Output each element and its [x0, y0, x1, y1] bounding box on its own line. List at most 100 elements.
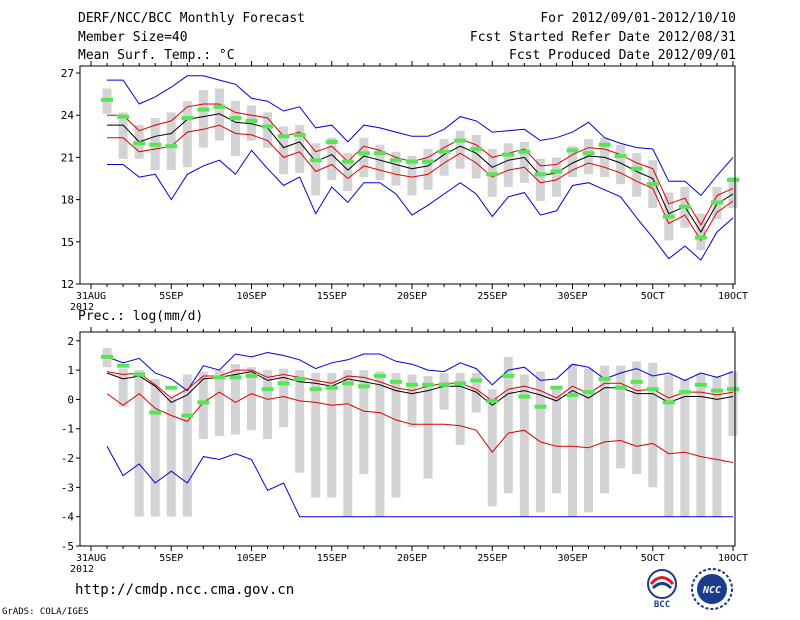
- temp-box-day-11: [263, 112, 273, 148]
- header-variable: Mean Surf. Temp.: °C: [78, 48, 235, 63]
- temp-line-lower-spread: [107, 124, 734, 242]
- prec-box-day-38: [696, 373, 706, 517]
- prec-box-day-37: [680, 378, 690, 517]
- temp-box-day-18: [375, 144, 385, 180]
- temp-observed-day-36: [662, 214, 675, 219]
- prec-box-day-4: [150, 378, 160, 517]
- temp-observed-day-28: [534, 172, 547, 177]
- temp-observed-day-30: [566, 148, 579, 153]
- temp-ytick-label: 21: [61, 151, 74, 164]
- temp-xtick-label: 10SEP: [236, 291, 266, 302]
- prec-ytick-label: -5: [61, 540, 74, 553]
- prec-line-upper-spread: [106, 369, 734, 402]
- temp-observed-day-33: [614, 154, 627, 159]
- prec-box-day-20: [407, 374, 417, 428]
- temp-observed-day-37: [678, 204, 691, 209]
- temp-box-day-14: [311, 143, 321, 196]
- temp-observed-day-4: [149, 142, 162, 147]
- prec-line-max: [106, 351, 734, 392]
- prec-observed-day-15: [325, 385, 338, 390]
- temp-box-day-8: [214, 88, 224, 141]
- prec-xtick-label: 20SEP: [397, 553, 427, 564]
- temp-box-day-33: [616, 144, 626, 185]
- temp-xtick-label: 5OCT: [641, 291, 665, 302]
- header-produced-date: Fcst Produced Date 2012/09/01: [509, 48, 736, 63]
- temp-box-day-28: [535, 158, 545, 202]
- prec-observed-day-5: [165, 385, 178, 390]
- temp-observed-day-5: [165, 144, 178, 149]
- prec-xtick-label: 2012: [70, 564, 94, 575]
- prec-ytick-label: -1: [61, 423, 74, 436]
- temp-observed-day-1: [101, 97, 114, 102]
- prec-observed-day-8: [213, 375, 226, 380]
- prec-box-day-11: [263, 370, 273, 439]
- prec-observed-day-25: [486, 398, 499, 403]
- prec-box-day-23: [455, 373, 465, 445]
- prec-observed-day-39: [710, 388, 723, 393]
- prec-box-day-30: [568, 364, 577, 517]
- prec-box-day-8: [214, 370, 224, 437]
- temp-box-day-2: [118, 112, 128, 159]
- prec-observed-day-26: [502, 373, 515, 378]
- footer-url[interactable]: http://cmdp.ncc.cma.gov.cn: [75, 582, 295, 598]
- prec-observed-day-32: [598, 376, 611, 381]
- temp-observed-day-27: [518, 149, 531, 154]
- prec-xtick-label: 5OCT: [641, 553, 665, 564]
- temp-box-day-34: [632, 153, 642, 197]
- temp-box-day-31: [584, 139, 594, 175]
- temp-xtick-label: 31AUG: [76, 291, 106, 302]
- prec-observed-day-37: [678, 390, 691, 395]
- temp-observed-day-16: [341, 159, 354, 164]
- prec-observed-day-13: [293, 376, 306, 381]
- prec-observed-day-6: [181, 413, 194, 418]
- prec-observed-day-17: [357, 384, 370, 389]
- temp-line-min: [107, 149, 734, 261]
- prec-line-mean: [106, 371, 734, 406]
- temp-observed-day-39: [710, 200, 723, 205]
- prec-box-day-36: [664, 374, 674, 517]
- prec-box-day-6: [182, 374, 192, 517]
- temp-observed-day-32: [598, 142, 611, 147]
- prec-box-day-31: [584, 368, 594, 513]
- prec-box-day-26: [503, 356, 513, 494]
- prec-xtick-label: 15SEP: [317, 553, 347, 564]
- prec-xtick-label: 5SEP: [159, 553, 183, 564]
- temp-xtick-label: 5SEP: [159, 291, 183, 302]
- prec-box-day-40: [728, 371, 738, 437]
- prec-line-lower-spread: [106, 391, 734, 463]
- prec-observed-day-2: [117, 363, 130, 368]
- prec-box-day-5: [166, 397, 176, 517]
- temp-xtick-label: 15SEP: [317, 291, 347, 302]
- temp-xtick-label: 2012: [70, 302, 94, 310]
- temp-observed-day-38: [694, 235, 707, 240]
- prec-observed-day-34: [630, 379, 643, 384]
- temp-box-day-13: [295, 125, 305, 173]
- prec-box-day-10: [247, 367, 256, 431]
- prec-xtick-label: 30SEP: [557, 553, 587, 564]
- prec-observed-day-19: [389, 379, 402, 384]
- temp-observed-day-11: [261, 124, 274, 129]
- temp-box-day-24: [471, 134, 481, 179]
- prec-line-min: [106, 446, 733, 518]
- temp-box-day-9: [230, 101, 240, 157]
- prec-xtick-label: 31AUG: [76, 553, 106, 564]
- prec-observed-day-18: [373, 373, 386, 378]
- temp-xtick-label: 20SEP: [397, 291, 427, 302]
- prec-observed-day-1: [101, 354, 114, 359]
- prec-box-day-34: [632, 361, 642, 475]
- prec-observed-day-28: [534, 404, 547, 409]
- prec-box-day-7: [198, 371, 208, 439]
- temp-line-max: [107, 75, 734, 197]
- temp-box-day-22: [439, 139, 449, 176]
- temp-ytick-label: 27: [61, 67, 74, 80]
- temp-observed-day-19: [389, 158, 402, 163]
- prec-ytick-label: 2: [67, 335, 74, 348]
- temp-box-day-16: [343, 153, 353, 192]
- temp-frame: [79, 65, 736, 285]
- temp-box-day-27: [519, 141, 529, 183]
- prec-box-day-13: [295, 370, 305, 473]
- temp-observed-day-25: [486, 172, 499, 177]
- prec-observed-day-24: [470, 378, 483, 383]
